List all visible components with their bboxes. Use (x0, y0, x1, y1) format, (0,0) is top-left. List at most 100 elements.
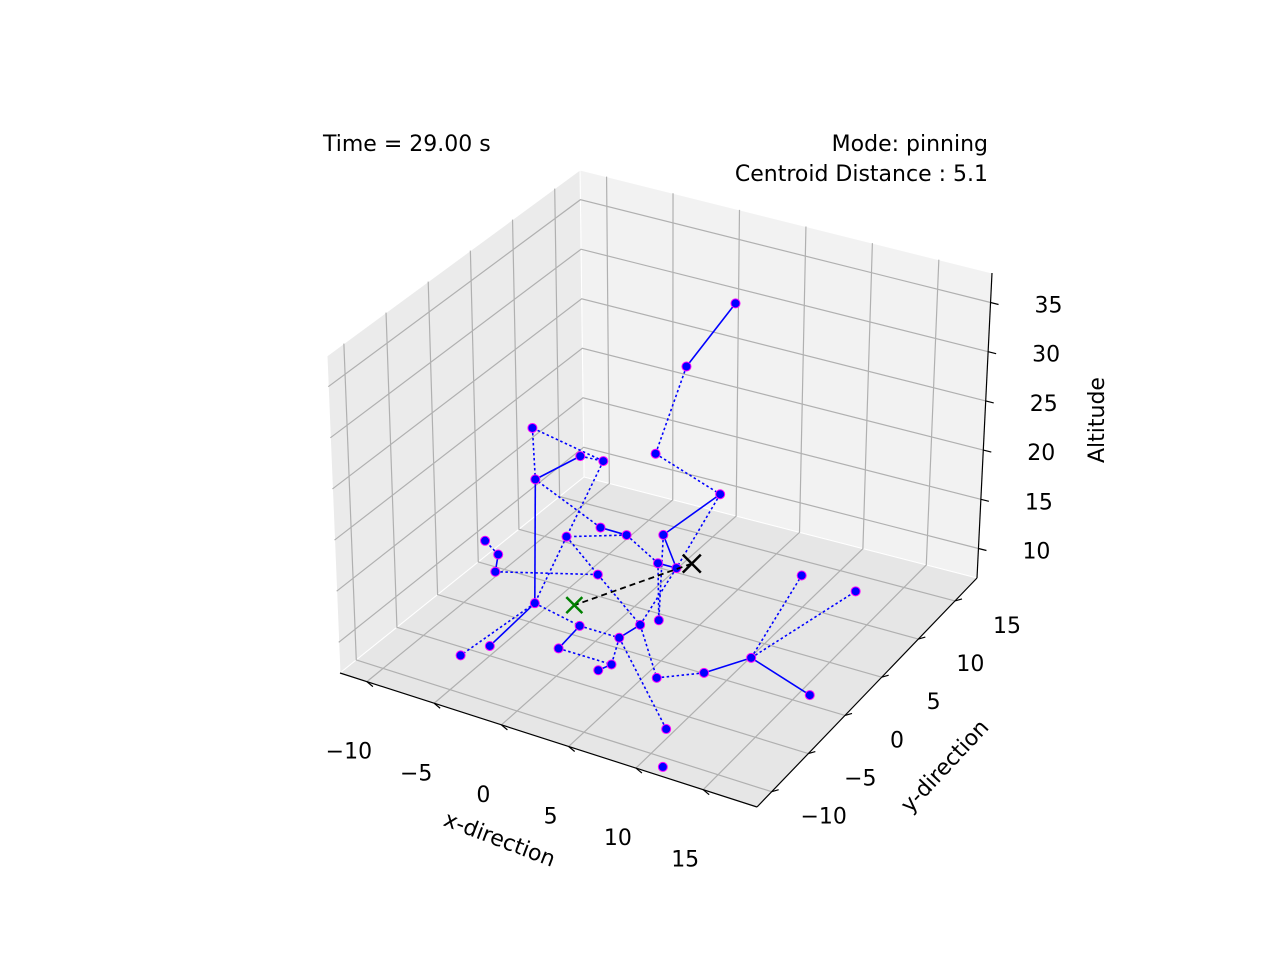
target-marker (681, 553, 702, 574)
edge (579, 625, 620, 639)
edge (534, 536, 568, 604)
edge (618, 637, 667, 730)
agent-point (661, 724, 672, 735)
edge (597, 574, 641, 626)
edge (580, 455, 604, 462)
agent-point (606, 659, 617, 670)
x-tick-label: 0 (476, 783, 490, 808)
edge (626, 534, 659, 564)
agent-point (490, 566, 501, 577)
agent-point (595, 522, 606, 533)
edge (531, 427, 537, 480)
edge (662, 493, 721, 536)
y-tick-label: 15 (993, 614, 1021, 639)
agent-point (614, 632, 625, 643)
agent-point (480, 535, 491, 546)
edge (489, 602, 536, 647)
z-tick-label: 10 (1022, 539, 1050, 564)
grid-line-x (433, 193, 674, 704)
y-axis-label: y-direction (896, 715, 994, 818)
grid-line-y (511, 219, 919, 640)
y-tick-mark (844, 712, 853, 716)
agent-point (650, 448, 661, 459)
edge (534, 602, 581, 627)
edge (703, 657, 752, 674)
time-text: Time = 29.00 s (322, 132, 491, 157)
edge (495, 570, 598, 576)
x-tick-label: 5 (544, 804, 558, 829)
centroid-distance-text: Centroid Distance : 5.1 (735, 162, 988, 187)
y-tick-label: 0 (890, 728, 904, 753)
agent-point (715, 489, 726, 500)
grid-line-x (702, 259, 940, 791)
edge (534, 478, 601, 529)
agent-point (657, 761, 668, 772)
axis-lines (339, 272, 999, 808)
agent-point (681, 361, 692, 372)
y-tick-mark (954, 598, 963, 602)
edge (566, 534, 627, 538)
y-tick-mark (771, 789, 779, 793)
grid-line-z (336, 397, 982, 592)
markers (565, 553, 702, 615)
x-tick-label: −10 (326, 740, 372, 765)
z-axis-label: Altitude (1085, 377, 1110, 463)
y-tick-label: 10 (956, 652, 984, 677)
grid-line-z (334, 347, 984, 541)
y-tick-mark (918, 636, 926, 640)
y-axis-line (756, 577, 978, 808)
edge (750, 575, 803, 659)
z-tick-label: 20 (1027, 441, 1055, 466)
centroid-target-line (574, 562, 693, 607)
edge (658, 534, 665, 621)
agent-point (746, 652, 757, 663)
mode-text: Mode: pinning (832, 132, 988, 157)
grid-line-x (366, 176, 610, 683)
z-tick-mark (990, 301, 999, 306)
z-tick-mark (978, 547, 987, 552)
y-tick-label: −5 (844, 767, 876, 792)
agent-point (653, 615, 664, 626)
edge (558, 647, 612, 666)
edge (460, 602, 536, 657)
edge (750, 657, 811, 696)
agent-point (699, 667, 710, 678)
grid-line-y (469, 250, 882, 678)
edge (654, 366, 688, 454)
x-tick-label: −5 (400, 761, 432, 786)
agent-point (493, 549, 504, 560)
z-tick-label: 35 (1035, 294, 1063, 319)
agent-point (850, 586, 861, 597)
edge (639, 624, 658, 679)
agent-point (592, 569, 603, 580)
x-tick-label: 10 (604, 826, 632, 851)
agent-point (652, 558, 663, 569)
agents (455, 298, 861, 772)
grid-line-z (338, 446, 979, 643)
agent-point (553, 643, 564, 654)
x-axis-label: x-direction (440, 807, 559, 872)
grid-line-x (635, 243, 873, 769)
x-axis-line (339, 672, 758, 808)
grid-line-x (568, 226, 807, 747)
centroid-marker (565, 596, 584, 615)
z-tick-mark (987, 351, 997, 355)
agent-point (730, 298, 741, 309)
grid (327, 176, 991, 793)
edge (565, 460, 605, 538)
z-tick-label: 30 (1032, 343, 1060, 368)
z-tick-mark (980, 498, 990, 502)
x-tick-label: 15 (671, 848, 699, 873)
agent-point (484, 640, 495, 651)
edge (750, 590, 857, 659)
grid-line-z (327, 199, 991, 388)
y-tick-label: 5 (927, 690, 941, 715)
y-tick-mark (808, 750, 816, 755)
agent-point (651, 672, 662, 683)
edge (534, 479, 537, 604)
edge (532, 427, 604, 462)
agent-point (635, 619, 646, 630)
